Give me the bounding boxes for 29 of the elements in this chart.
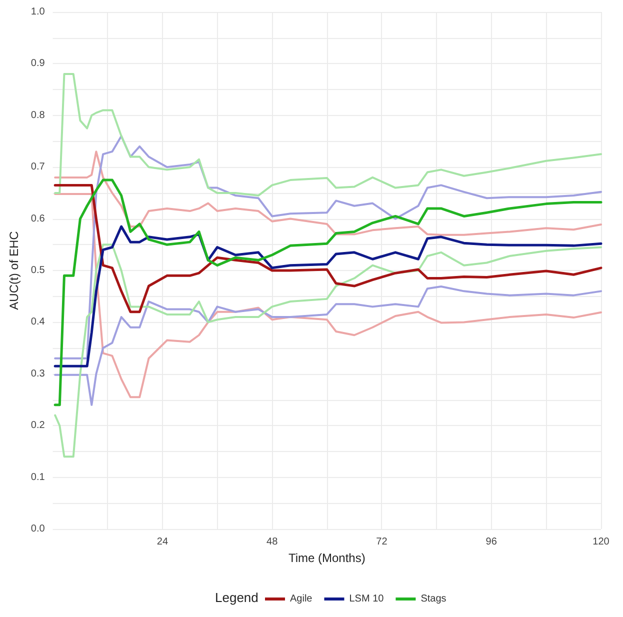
line-series xyxy=(54,184,602,314)
legend-label: Stags xyxy=(420,594,446,604)
legend-label: Agile xyxy=(290,594,313,604)
x-tick-label: 72 xyxy=(376,536,388,548)
y-tick-label: 0.6 xyxy=(30,213,46,224)
x-tick-label: 96 xyxy=(486,536,498,548)
legend-title: Legend xyxy=(215,590,258,605)
y-tick-label: 0.1 xyxy=(30,472,46,483)
x-tick-label: 48 xyxy=(266,536,278,548)
line-series xyxy=(54,286,602,406)
y-tick-label: 0.4 xyxy=(30,316,46,328)
x-axis-title: Time (Months) xyxy=(288,550,366,565)
line-series xyxy=(54,150,602,236)
line-series xyxy=(54,73,602,197)
y-tick-label: 0.3 xyxy=(30,368,46,380)
y-tick-label: 0.5 xyxy=(30,265,46,276)
y-tick-label: 1.0 xyxy=(30,6,46,18)
y-tick-label: 0.0 xyxy=(30,524,46,534)
y-tick-label: 0.8 xyxy=(30,110,46,121)
x-tick-label: 24 xyxy=(156,536,168,548)
y-tick-label: 0.7 xyxy=(30,162,46,173)
y-tick-label: 0.2 xyxy=(30,420,46,432)
line-series xyxy=(54,225,602,368)
line-series xyxy=(54,135,602,360)
legend-label: LSM 10 xyxy=(349,594,384,604)
x-tick-label: 120 xyxy=(592,536,610,548)
y-tick-label: 0.9 xyxy=(30,58,46,70)
line-series xyxy=(54,244,602,458)
y-axis-title: AUC(t) of EHC xyxy=(7,230,21,310)
